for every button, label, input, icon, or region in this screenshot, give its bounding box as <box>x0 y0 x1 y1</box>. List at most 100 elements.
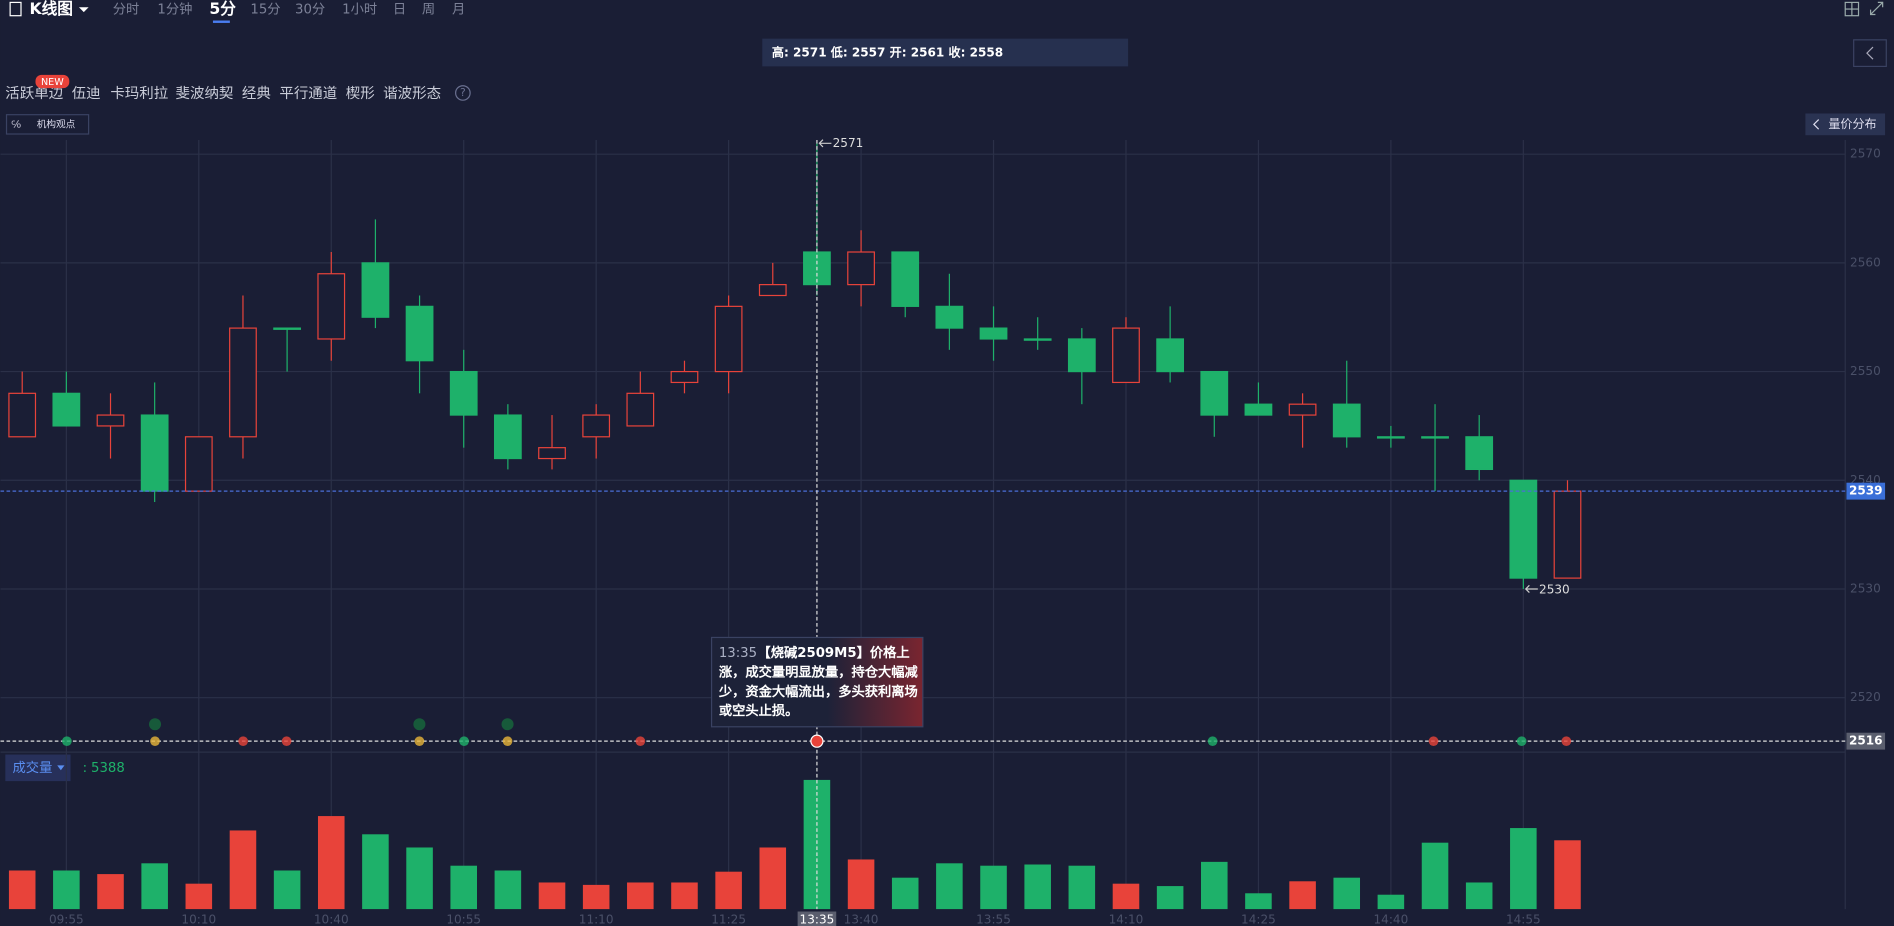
period-tab[interactable]: 周 <box>422 3 435 18</box>
candle-body <box>1288 403 1317 416</box>
candle-body <box>626 392 655 427</box>
tooltip-line: 或空头止损。 <box>719 702 799 719</box>
signal-marker-selected <box>810 734 824 748</box>
y-tick-label: 2560 <box>1850 255 1881 269</box>
period-tab[interactable]: 日 <box>393 3 406 18</box>
x-tick-label: 10:40 <box>314 912 349 926</box>
tooltip-time: 13:35 <box>719 646 757 661</box>
candle-body <box>1421 436 1449 439</box>
volume-bar <box>1201 861 1228 910</box>
candle-body <box>1553 490 1582 579</box>
candle-body <box>229 327 257 438</box>
period-tab[interactable]: 5分 <box>209 0 236 18</box>
candle-body <box>1465 436 1494 471</box>
volume-bar <box>494 870 522 910</box>
fullscreen-icon[interactable] <box>1869 1 1884 16</box>
volume-profile-text: 量价分布 <box>1828 117 1876 131</box>
volume-bar <box>980 865 1007 910</box>
signal-marker <box>635 736 646 746</box>
layout-icons <box>1844 1 1884 17</box>
tooltip-line: 少，资金大幅流出，多头获利离场 <box>718 683 918 700</box>
help-icon[interactable] <box>455 85 471 101</box>
period-tab[interactable]: 1小时 <box>342 2 377 18</box>
signal-marker <box>502 736 513 746</box>
tooltip-box <box>710 636 924 728</box>
candle-body <box>1200 370 1229 416</box>
signal-marker <box>501 718 514 731</box>
candle-body <box>1244 403 1273 416</box>
signal-marker <box>459 736 469 746</box>
period-tab[interactable]: 1分钟 <box>157 1 192 18</box>
signal-marker <box>1207 736 1218 746</box>
candle-body <box>1023 338 1052 341</box>
volume-bar <box>1289 881 1316 910</box>
volume-bar <box>1421 842 1449 910</box>
volume-bar <box>1333 877 1361 910</box>
y-tick-label: 2530 <box>1850 581 1881 595</box>
volume-dropdown <box>57 765 65 771</box>
volume-profile-button[interactable] <box>1805 113 1886 136</box>
tooltip-line: 【烧碱2509M5】价格上 <box>757 644 909 661</box>
tool-item[interactable]: 经典 <box>242 85 271 102</box>
tool-item[interactable]: 活跃单边 <box>5 85 63 102</box>
volume-bar <box>582 884 610 910</box>
signal-marker <box>148 718 162 731</box>
x-label-highlight <box>797 911 837 926</box>
volume-bar <box>1554 840 1581 910</box>
candle-body <box>1067 338 1096 373</box>
candle-body <box>758 284 787 297</box>
candle-body <box>714 305 743 373</box>
volume-bar <box>847 859 875 910</box>
volume-readout: 5388 <box>91 761 125 776</box>
signal-marker <box>62 736 72 746</box>
tool-item[interactable]: 伍迪 <box>72 85 101 102</box>
signal-marker <box>1516 736 1527 746</box>
last-price-label: 2539 <box>1849 484 1883 498</box>
volume-bar <box>273 870 301 910</box>
x-tick-label: 13:40 <box>844 912 879 926</box>
high-label: 2571 <box>833 136 864 150</box>
volume-bar <box>362 834 389 910</box>
volume-bar <box>141 863 168 910</box>
toolbar-title[interactable]: K线图 <box>29 0 73 18</box>
volume-bar <box>1156 886 1184 910</box>
tool-item[interactable]: 谐波形态 <box>383 85 441 102</box>
candle-body <box>935 305 964 329</box>
info-text: 高: 2571 低: 2557 开: 2561 收: 2558 <box>772 45 1003 60</box>
y-tick-label: 2550 <box>1850 364 1881 378</box>
tool-item[interactable]: 平行通道 <box>279 85 337 102</box>
candle-body <box>317 273 346 340</box>
volume-bar <box>1024 864 1051 910</box>
candle-body <box>273 327 301 330</box>
volume-bar <box>229 830 257 910</box>
volume-bar <box>317 816 345 910</box>
volume-bar <box>406 847 433 910</box>
volume-separator: : <box>83 761 87 776</box>
candle-body <box>493 414 522 460</box>
volume-bar <box>715 871 742 910</box>
institution-button[interactable] <box>5 114 90 135</box>
signal-marker <box>281 736 292 746</box>
collapse-button[interactable] <box>1853 39 1887 68</box>
candle-body <box>140 414 169 492</box>
candle-body <box>1332 403 1361 438</box>
y-tick-label: 2570 <box>1850 147 1881 161</box>
period-tab[interactable]: 月 <box>452 3 465 18</box>
volume-bar <box>538 882 566 910</box>
period-tab[interactable]: 30分 <box>295 2 325 18</box>
tool-item[interactable]: 楔形 <box>346 85 375 102</box>
volume-bar <box>97 874 124 910</box>
volume-profile-arrow <box>1812 119 1820 130</box>
period-tab[interactable]: 分时 <box>113 2 140 18</box>
period-tab[interactable]: 15分 <box>250 2 280 18</box>
tool-item[interactable]: 卡玛利拉 <box>110 85 168 102</box>
dropdown-arrow[interactable] <box>78 7 89 13</box>
low-label: 2530 <box>1539 583 1570 597</box>
candle-body <box>52 392 81 427</box>
candle-body <box>184 436 213 492</box>
volume-bar <box>1465 882 1493 910</box>
volume-bar <box>1068 865 1096 910</box>
tool-item[interactable]: 斐波纳契 <box>176 85 234 102</box>
